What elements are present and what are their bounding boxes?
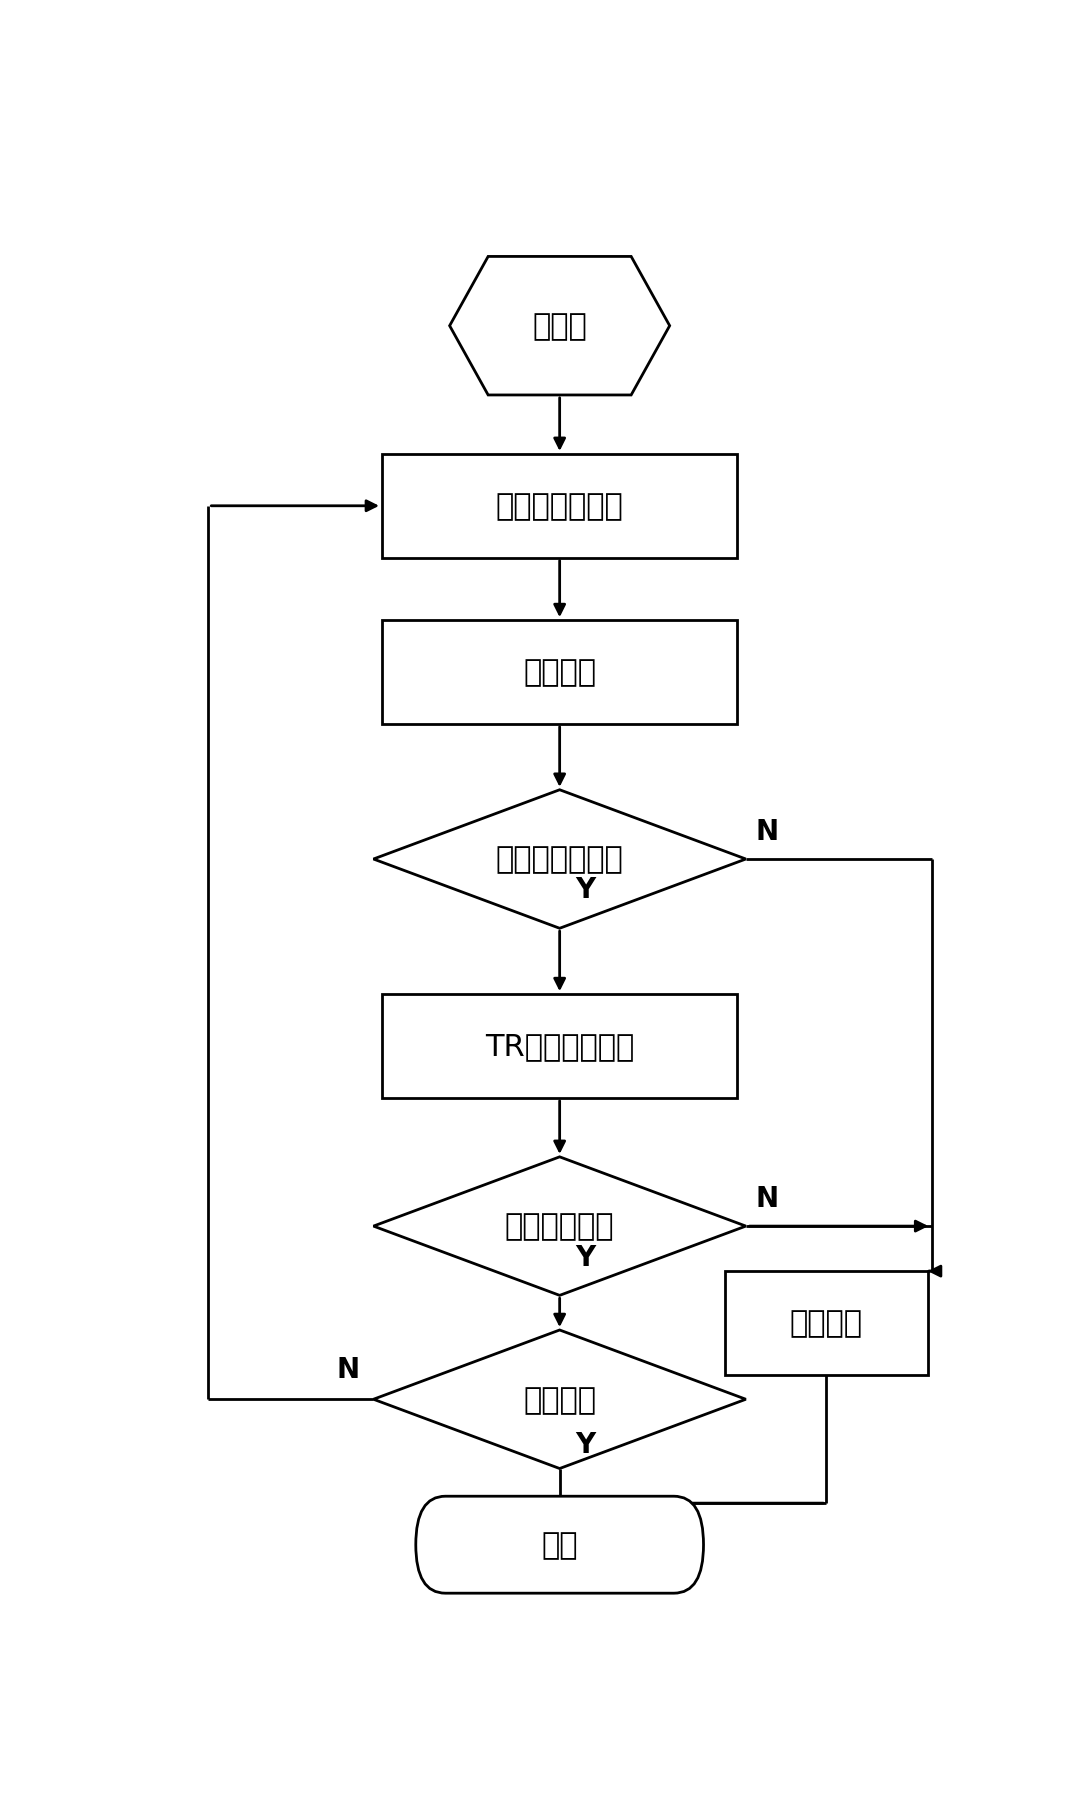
FancyBboxPatch shape (382, 994, 737, 1099)
Text: Y: Y (574, 1429, 595, 1458)
Text: N: N (756, 1185, 779, 1212)
Text: 提示连接接插件: 提示连接接插件 (496, 493, 624, 521)
Text: 测试完毕: 测试完毕 (523, 1384, 596, 1413)
Text: Y: Y (574, 1242, 595, 1271)
Text: N: N (336, 1356, 359, 1383)
Polygon shape (373, 1158, 746, 1296)
FancyBboxPatch shape (725, 1271, 928, 1375)
Text: 错误提示: 错误提示 (790, 1309, 863, 1338)
Text: N: N (756, 818, 779, 845)
Text: TR波控电路上电: TR波控电路上电 (485, 1032, 634, 1061)
Text: 结束: 结束 (542, 1530, 578, 1559)
Polygon shape (373, 791, 746, 930)
Text: 电阻测试: 电阻测试 (523, 658, 596, 687)
FancyBboxPatch shape (382, 455, 737, 559)
Text: 波形检测分析: 波形检测分析 (505, 1212, 615, 1241)
Text: 判断电阻值合格: 判断电阻值合格 (496, 845, 624, 874)
FancyBboxPatch shape (382, 620, 737, 725)
Text: 初始化: 初始化 (532, 313, 587, 342)
Text: Y: Y (574, 876, 595, 904)
Polygon shape (373, 1331, 746, 1469)
FancyBboxPatch shape (416, 1496, 703, 1593)
Polygon shape (450, 257, 669, 396)
